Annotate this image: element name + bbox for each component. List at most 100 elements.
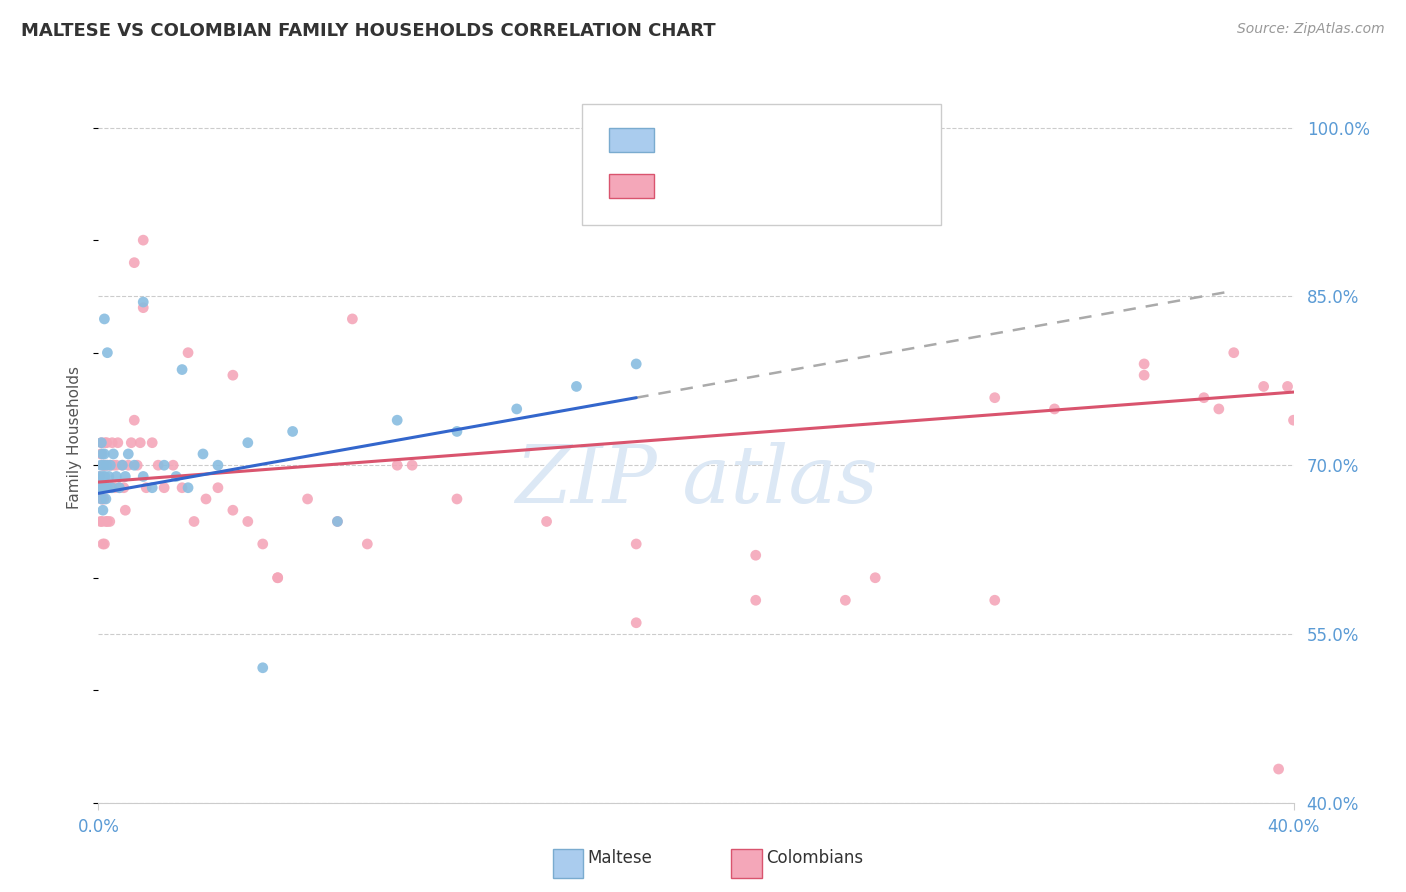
Text: ZIP atlas: ZIP atlas: [515, 442, 877, 520]
Point: [93, 312, 115, 326]
Point: [96, 481, 118, 495]
Point: [356, 537, 378, 551]
Y-axis label: Family Households: Family Households: [67, 366, 83, 508]
Point: [135, 481, 157, 495]
Point: [1267, 762, 1289, 776]
FancyBboxPatch shape: [582, 104, 941, 225]
Point: [120, 435, 142, 450]
Point: [91, 469, 114, 483]
Point: [108, 481, 131, 495]
Point: [96, 515, 118, 529]
Point: [252, 537, 274, 551]
Point: [97, 458, 120, 473]
Point: [114, 503, 136, 517]
Point: [222, 503, 245, 517]
Point: [96, 345, 118, 359]
Point: [91, 491, 114, 506]
Point: [96, 481, 118, 495]
Point: [93, 481, 115, 495]
Point: [281, 425, 304, 439]
Point: [91, 515, 114, 529]
Point: [984, 593, 1007, 607]
Point: [98, 458, 122, 473]
Point: [141, 481, 163, 495]
Point: [105, 458, 128, 473]
Point: [132, 233, 155, 247]
Point: [114, 469, 136, 483]
Point: [984, 391, 1007, 405]
Point: [91, 481, 114, 495]
Point: [132, 301, 155, 315]
Point: [207, 481, 229, 495]
Text: MALTESE VS COLOMBIAN FAMILY HOUSEHOLDS CORRELATION CHART: MALTESE VS COLOMBIAN FAMILY HOUSEHOLDS C…: [21, 22, 716, 40]
Point: [111, 458, 134, 473]
Point: [100, 481, 122, 495]
Point: [626, 537, 648, 551]
Point: [865, 571, 887, 585]
Point: [94, 491, 117, 506]
Point: [94, 515, 117, 529]
Point: [745, 593, 768, 607]
Point: [297, 491, 319, 506]
Point: [195, 491, 218, 506]
Point: [162, 458, 184, 473]
Point: [183, 515, 205, 529]
Point: [640, 143, 662, 157]
Point: [94, 481, 117, 495]
Bar: [609, 128, 654, 152]
Point: [90, 491, 112, 506]
Point: [446, 425, 468, 439]
Point: [536, 515, 558, 529]
Point: [1208, 401, 1230, 416]
Point: [252, 661, 274, 675]
Point: [97, 481, 120, 495]
Text: Colombians: Colombians: [766, 849, 863, 867]
Point: [124, 458, 146, 473]
Point: [127, 458, 149, 473]
Point: [101, 481, 124, 495]
Point: [506, 401, 529, 416]
Point: [104, 481, 127, 495]
Point: [267, 571, 290, 585]
Point: [172, 362, 194, 376]
Point: [177, 345, 200, 359]
Point: [93, 458, 115, 473]
Point: [172, 481, 194, 495]
Text: R = 0.164   N = 47: R = 0.164 N = 47: [672, 130, 830, 148]
Point: [191, 447, 214, 461]
Point: [107, 435, 129, 450]
Point: [90, 435, 112, 450]
Point: [94, 469, 117, 483]
Point: [326, 515, 349, 529]
Point: [1133, 368, 1156, 383]
Point: [90, 447, 112, 461]
Point: [93, 447, 115, 461]
Point: [267, 571, 290, 585]
Point: [89, 469, 111, 483]
Point: [117, 458, 139, 473]
Point: [177, 481, 200, 495]
Point: [93, 458, 115, 473]
Point: [626, 357, 648, 371]
Point: [565, 379, 588, 393]
Point: [105, 469, 128, 483]
Point: [1133, 357, 1156, 371]
Point: [385, 413, 409, 427]
Point: [165, 469, 187, 483]
Point: [401, 458, 423, 473]
Point: [98, 458, 122, 473]
Point: [89, 469, 111, 483]
Point: [90, 435, 112, 450]
Text: Maltese: Maltese: [588, 849, 652, 867]
Point: [103, 447, 125, 461]
Point: [1277, 379, 1299, 393]
Point: [153, 458, 176, 473]
Point: [97, 469, 120, 483]
Point: [94, 458, 117, 473]
Point: [129, 435, 152, 450]
Point: [101, 435, 124, 450]
Point: [446, 491, 468, 506]
Point: [117, 447, 139, 461]
Point: [91, 503, 114, 517]
Point: [1223, 345, 1246, 359]
